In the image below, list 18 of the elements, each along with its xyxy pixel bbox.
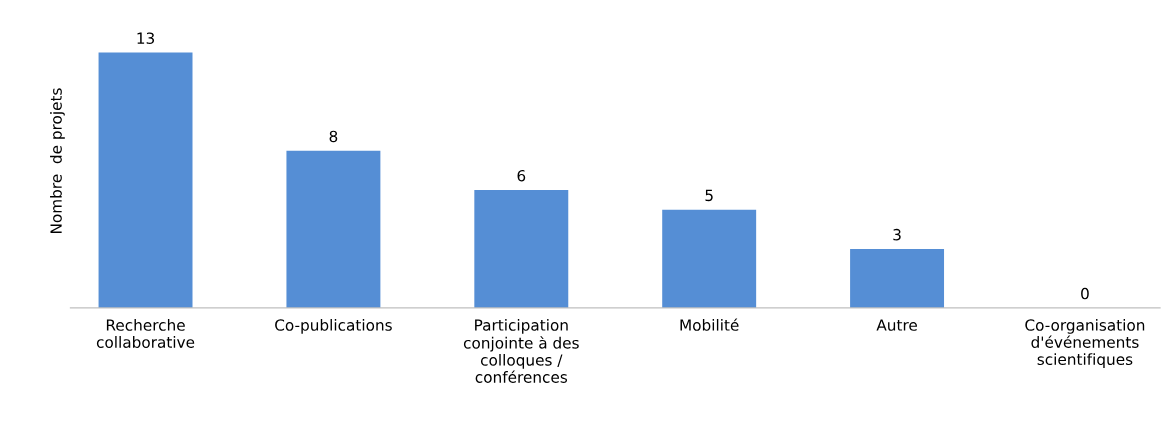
data-label: 0 bbox=[1081, 287, 1089, 300]
x-tick-label: Autre bbox=[876, 319, 917, 331]
data-label: 5 bbox=[705, 189, 713, 202]
bar bbox=[662, 209, 757, 308]
bar bbox=[286, 150, 381, 308]
bar bbox=[474, 190, 569, 308]
data-label: 3 bbox=[893, 228, 901, 241]
data-label: 13 bbox=[137, 32, 155, 44]
y-axis-title: Nombre de projets bbox=[50, 88, 65, 233]
x-tick-label: Recherche collaborative bbox=[96, 319, 195, 348]
x-tick-label: Mobilité bbox=[680, 318, 739, 331]
data-label: 8 bbox=[329, 130, 338, 143]
x-tick-label: Participation conjointe à des colloques / conférences bbox=[463, 319, 579, 383]
bar bbox=[850, 248, 945, 308]
x-tick-label: Co-organisation d'événements scientifiques bbox=[1025, 319, 1145, 368]
bar bbox=[98, 52, 193, 308]
data-label: 6 bbox=[517, 169, 526, 182]
x-tick-label: Co-publications bbox=[275, 319, 392, 334]
